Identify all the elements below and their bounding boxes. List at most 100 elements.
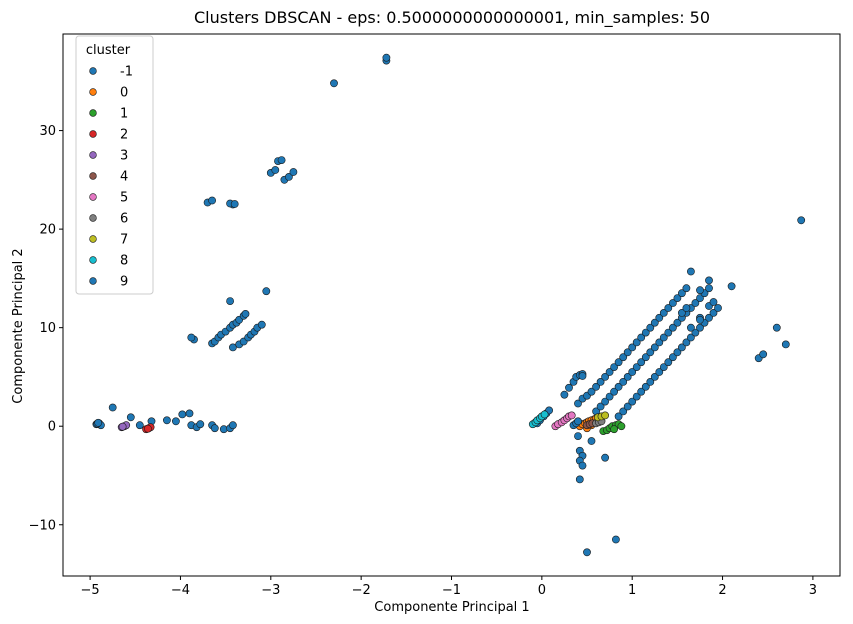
legend-label: 4	[120, 170, 128, 185]
legend-items: -1 0 1 2 3 4 5 6 7 8 9	[89, 65, 133, 290]
legend-marker	[89, 235, 97, 243]
data-point	[696, 294, 704, 302]
data-point	[628, 397, 637, 406]
data-point	[610, 363, 618, 371]
legend-marker	[89, 214, 97, 222]
data-point	[228, 421, 237, 430]
series-8	[528, 410, 549, 429]
data-point	[575, 475, 584, 484]
data-point	[705, 284, 713, 293]
data-point	[601, 372, 609, 381]
data-point	[623, 402, 632, 411]
data-point	[678, 289, 686, 298]
data-point	[284, 172, 293, 181]
data-point	[574, 399, 582, 408]
data-point	[601, 397, 609, 406]
data-point	[637, 387, 646, 396]
x-tick-label: −4	[171, 583, 190, 598]
data-point	[709, 298, 718, 306]
y-tick-label: 30	[39, 124, 56, 139]
legend-marker	[89, 151, 97, 159]
data-point	[646, 348, 655, 357]
x-tick-label: 0	[538, 583, 546, 598]
legend: cluster -1 0 1 2 3 4 5 6 7 8 9	[75, 35, 154, 295]
data-point	[162, 416, 171, 425]
data-point	[187, 333, 196, 342]
data-point	[650, 372, 659, 381]
legend-label: 1	[120, 107, 128, 122]
x-tick-label: −2	[352, 583, 371, 598]
series-1	[599, 420, 626, 435]
series-2	[142, 423, 155, 434]
data-point	[196, 420, 205, 429]
legend-label: 3	[120, 149, 128, 164]
data-point	[578, 372, 587, 380]
data-point	[118, 422, 127, 431]
data-point	[210, 424, 219, 433]
legend-marker	[89, 277, 97, 285]
data-point	[691, 328, 700, 337]
legend-label: 9	[120, 275, 128, 290]
data-point	[655, 368, 664, 376]
data-point	[687, 267, 695, 276]
data-point	[641, 382, 650, 391]
data-point	[596, 402, 605, 411]
data-point	[632, 363, 641, 371]
plot-frame	[62, 33, 841, 577]
x-tick-label: 2	[718, 583, 726, 598]
x-tick-label: −5	[81, 583, 100, 598]
data-point	[587, 437, 596, 445]
series-7	[594, 411, 609, 422]
data-point	[171, 417, 180, 426]
data-point	[669, 353, 677, 362]
data-point	[135, 421, 144, 430]
data-point	[637, 333, 646, 342]
data-point	[601, 453, 609, 462]
data-point	[759, 350, 768, 359]
legend-marker	[89, 88, 97, 96]
data-point	[705, 313, 713, 322]
y-tick-label: 0	[48, 420, 56, 435]
data-point	[641, 328, 650, 337]
legend-label: 6	[120, 212, 128, 227]
data-point	[659, 363, 668, 371]
legend-label: -1	[120, 65, 133, 80]
legend-label: 8	[120, 254, 128, 269]
data-point	[614, 382, 623, 391]
data-point	[94, 418, 103, 427]
data-point	[565, 383, 573, 392]
legend-label: 0	[120, 86, 128, 101]
data-point	[678, 343, 686, 352]
legend-label: 5	[120, 191, 128, 206]
data-point	[628, 368, 637, 376]
chart-title: Clusters DBSCAN - eps: 0.500000000000000…	[194, 8, 710, 28]
data-point	[673, 294, 682, 302]
data-point	[619, 377, 628, 386]
data-point	[623, 348, 632, 357]
data-point	[659, 308, 668, 317]
plot-area	[62, 33, 841, 577]
data-point	[619, 353, 628, 362]
points-layer	[92, 53, 806, 557]
data-point	[714, 304, 722, 312]
data-point	[727, 282, 736, 291]
data-point	[185, 409, 194, 418]
data-point	[226, 297, 234, 305]
data-point	[705, 276, 713, 285]
data-point	[228, 343, 237, 352]
data-point	[637, 358, 646, 367]
y-axis-label: Componente Principal 2	[11, 248, 26, 403]
data-point	[601, 411, 609, 420]
x-tick-label: 1	[628, 583, 636, 598]
data-point	[605, 368, 614, 376]
data-point	[617, 422, 626, 431]
legend-marker	[89, 172, 97, 180]
data-point	[709, 308, 718, 317]
data-point	[587, 387, 596, 396]
data-point	[628, 343, 637, 352]
x-tick-label: −3	[261, 583, 280, 598]
legend-label: 2	[120, 128, 128, 143]
data-point	[610, 387, 618, 396]
data-point	[669, 323, 677, 332]
data-point	[655, 313, 664, 322]
